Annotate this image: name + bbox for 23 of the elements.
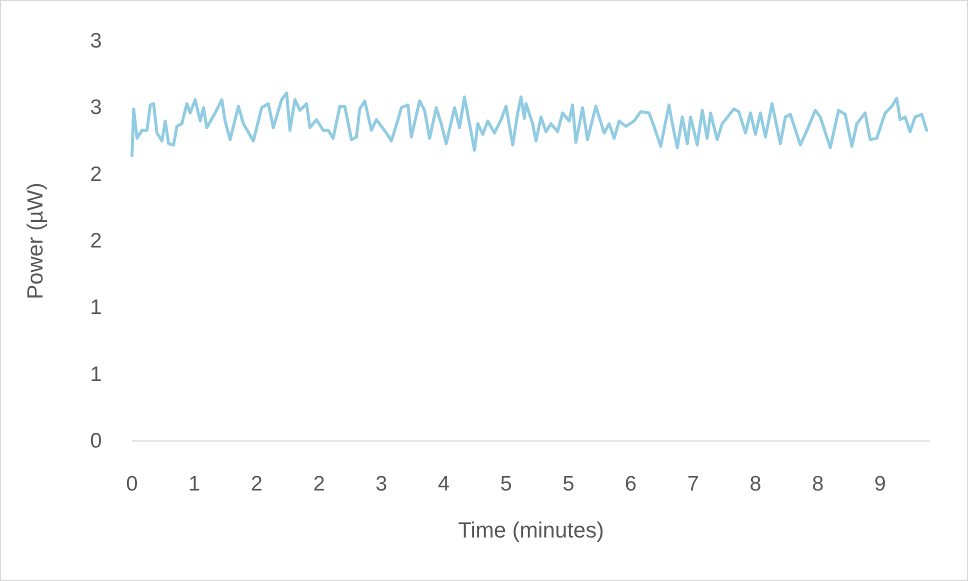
y-axis-title: Power (µW)	[22, 182, 48, 300]
x-tick-label: 6	[624, 472, 637, 496]
y-tick-label: 1	[90, 362, 102, 386]
x-tick-label: 0	[126, 472, 138, 496]
x-tick-label: 1	[188, 472, 200, 496]
x-axis-title: Time (minutes)	[458, 518, 604, 542]
y-tick-label: 1	[90, 296, 102, 320]
x-tick-label: 5	[562, 472, 574, 496]
x-tick-label: 5	[500, 472, 512, 496]
y-tick-label: 2	[90, 162, 102, 186]
x-tick-label: 8	[812, 472, 824, 496]
x-tick-label: 9	[874, 472, 886, 496]
y-tick-label: 2	[90, 230, 102, 252]
x-tick-label: 4	[438, 472, 450, 496]
y-tick-label: 3	[90, 30, 102, 52]
x-tick-label: 8	[750, 472, 762, 496]
y-tick-label: 3	[90, 96, 102, 120]
x-tick-label: 2	[313, 472, 325, 496]
y-tick-label: 0	[90, 430, 102, 452]
line-series	[130, 92, 928, 158]
x-tick-label: 3	[376, 472, 388, 496]
x-tick-label: 2	[250, 472, 263, 496]
x-tick-label: 7	[687, 472, 699, 496]
